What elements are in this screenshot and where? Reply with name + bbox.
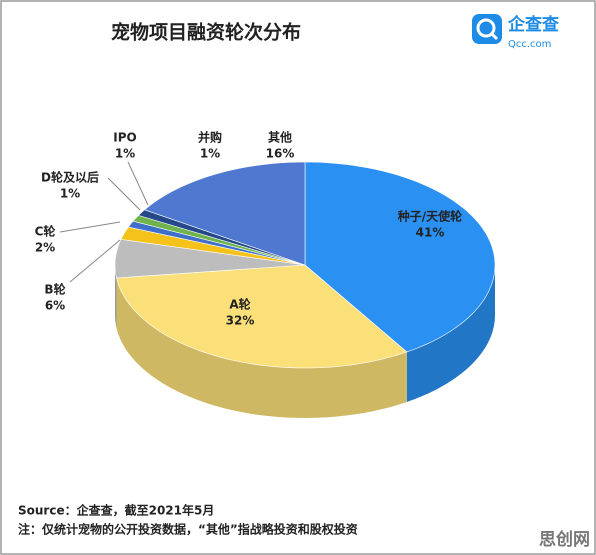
value-label: 41% [416, 226, 445, 240]
leader-line [107, 177, 141, 211]
category-label: B轮 [44, 282, 66, 297]
data-label: A轮 32% [226, 297, 255, 328]
slice-side [116, 277, 407, 418]
value-label: 1% [60, 187, 80, 201]
value-label: 16% [266, 147, 295, 161]
logo-name: 企查查 [507, 14, 560, 35]
value-label: 1% [200, 147, 220, 161]
slice [304, 161, 496, 353]
logo-site: Qcc.com [508, 39, 551, 50]
data-label: IPO 1% [113, 131, 149, 206]
slice-side [115, 265, 117, 328]
slice [116, 264, 408, 369]
data-label: D轮及以后 1% [41, 170, 141, 211]
category-label: 种子/天使轮 [397, 209, 463, 224]
data-label: 种子/天使轮 41% [397, 209, 463, 240]
note: 注：仅统计宠物的公开投资数据，“其他”指战略投资和股权投资 [18, 522, 358, 537]
leader-line [127, 161, 149, 206]
slice [143, 161, 306, 266]
slice [114, 239, 306, 279]
logo-handle [490, 32, 499, 41]
value-label: 1% [115, 147, 135, 161]
labels: 种子/天使轮 41% A轮 32% B轮 6% C轮 2% D轮及以后 1% IPO 1% 并购 1% 其他… [35, 130, 464, 328]
category-label: IPO [113, 131, 136, 145]
value-label: 2% [35, 241, 55, 255]
source: Source：企查查，截至2021年5月 [18, 503, 214, 518]
pie [114, 161, 496, 418]
category-label: A轮 [229, 297, 251, 312]
data-label: C轮 2% [35, 221, 121, 255]
logo: 企查查 Qcc.com [472, 14, 560, 50]
watermark: 思创网 [539, 529, 590, 550]
value-label: 6% [45, 299, 65, 313]
category-label: 其他 [268, 130, 292, 145]
category-label: 并购 [198, 130, 222, 145]
leader-line [69, 239, 121, 283]
data-label: 并购 1% [198, 130, 222, 161]
leader-line [59, 221, 121, 233]
value-label: 32% [226, 314, 255, 328]
logo-icon [472, 14, 502, 44]
logo-ring [476, 18, 496, 38]
category-label: D轮及以后 [41, 170, 99, 185]
data-label: 其他 16% [266, 130, 295, 161]
slice-side [406, 265, 495, 402]
data-label: B轮 6% [44, 239, 121, 313]
category-label: C轮 [35, 224, 57, 239]
chart-title: 宠物项目融资轮次分布 [111, 21, 301, 44]
